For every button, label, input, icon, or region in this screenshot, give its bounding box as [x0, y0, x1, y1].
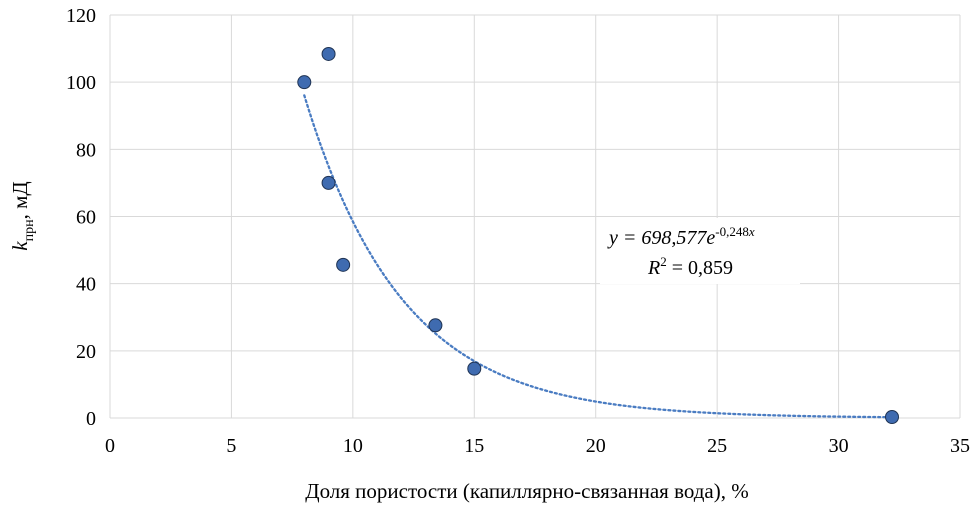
tick-labels: 0 5 10 15 20 25 30 35 0 20 40 60 80 100 120 [66, 5, 970, 457]
data-points [297, 46, 899, 424]
data-point [428, 318, 443, 333]
y-tick-label: 0 [86, 408, 96, 430]
x-tick-label: 5 [226, 435, 236, 457]
grid-layer [109, 14, 961, 419]
y-tick-label: 60 [76, 207, 96, 229]
data-point [885, 409, 899, 424]
y-tick-label: 80 [76, 139, 96, 161]
y-tick-label: 120 [66, 5, 96, 27]
data-point [321, 46, 336, 61]
x-axis-title: Доля пористости (капиллярно-связанная во… [305, 479, 749, 503]
y-tick-label: 40 [76, 274, 96, 296]
equation-text: y = 698,577e-0,248x [607, 224, 755, 249]
equation-background [600, 218, 800, 284]
x-tick-label: 30 [829, 435, 849, 457]
x-tick-label: 0 [105, 435, 115, 457]
y-tick-label: 100 [66, 72, 96, 94]
data-point [467, 361, 482, 376]
x-tick-label: 25 [707, 435, 727, 457]
data-point [321, 175, 336, 190]
x-tick-label: 20 [586, 435, 606, 457]
trendline-equation: y = 698,577e-0,248x R2 = 0,859 [600, 218, 800, 284]
data-point [297, 75, 312, 90]
exponential-trendline [303, 94, 894, 419]
data-point [336, 257, 351, 272]
y-tick-label: 20 [76, 341, 96, 363]
x-tick-label: 10 [343, 435, 363, 457]
r-squared-text: R2 = 0,859 [647, 254, 733, 279]
x-tick-label: 15 [464, 435, 484, 457]
x-tick-label: 35 [950, 435, 970, 457]
y-axis-title: kпрн, мД [8, 181, 37, 250]
